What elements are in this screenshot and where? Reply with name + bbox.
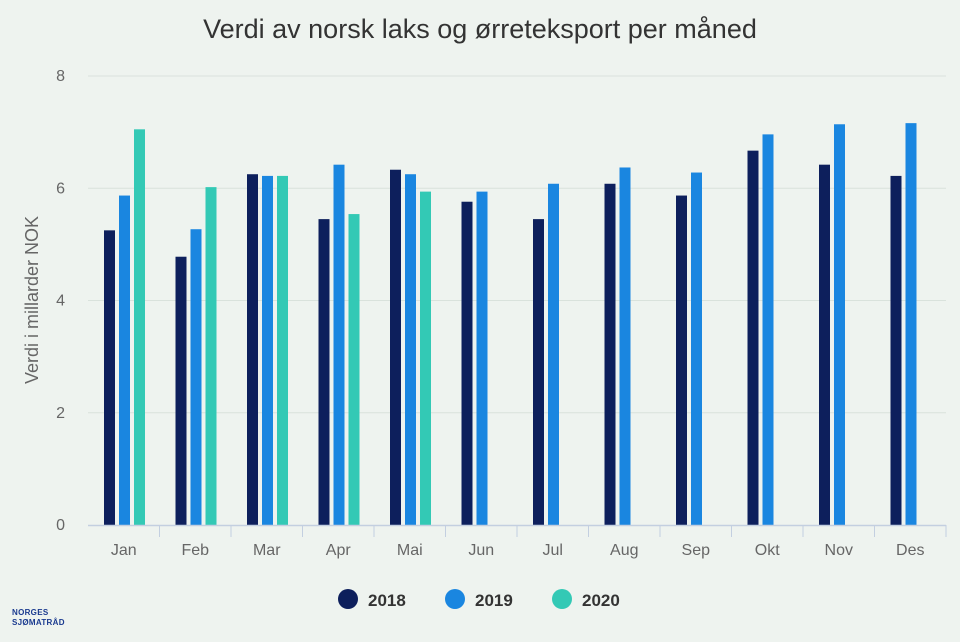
- bar: [390, 169, 401, 525]
- bar: [405, 174, 416, 525]
- bar: [834, 124, 845, 525]
- x-tick-label: Apr: [326, 542, 352, 559]
- chart-title: Verdi av norsk laks og ørreteksport per …: [203, 14, 757, 44]
- bar: [905, 123, 917, 526]
- logo-line-1: NORGES: [12, 608, 49, 617]
- bar: [205, 187, 217, 525]
- bar: [333, 164, 345, 526]
- y-tick-label: 8: [56, 68, 65, 85]
- norges-sjomatrad-logo: NORGES SJØMATRÅD: [12, 608, 65, 628]
- bar: [119, 195, 130, 525]
- x-tick-label: Mar: [253, 542, 281, 559]
- legend-label: 2019: [475, 591, 513, 610]
- legend-swatch: [552, 589, 572, 609]
- bar: [175, 256, 187, 525]
- x-tick-label: Aug: [610, 542, 638, 559]
- x-tick-label: Jun: [468, 542, 494, 559]
- x-tick-label: Des: [896, 542, 924, 559]
- y-tick-label: 4: [56, 293, 65, 310]
- bar: [533, 219, 544, 525]
- x-tick-label: Okt: [755, 542, 780, 559]
- bar: [348, 214, 360, 525]
- legend-swatch: [338, 589, 358, 609]
- x-tick-label: Nov: [825, 542, 853, 559]
- bar: [461, 201, 473, 525]
- bar: [762, 134, 774, 525]
- bar: [619, 167, 631, 525]
- bar: [604, 183, 616, 525]
- bar: [420, 191, 431, 525]
- bar: [318, 219, 330, 525]
- bar: [548, 183, 559, 525]
- bar: [890, 175, 902, 525]
- bar: [476, 191, 488, 525]
- x-axis: Jan Feb Mar Apr Mai Jun Jul Aug Sep Okt Nov Des: [88, 524, 947, 559]
- bar: [277, 175, 288, 525]
- legend-label: 2020: [582, 591, 620, 610]
- bar: [262, 175, 273, 525]
- y-tick-label: 6: [56, 180, 65, 197]
- bar: [104, 230, 115, 525]
- bar: [676, 195, 687, 525]
- x-tick-label: Mai: [397, 542, 423, 559]
- legend-swatch: [445, 589, 465, 609]
- y-tick-label: 0: [56, 517, 65, 534]
- bar: [691, 172, 702, 525]
- logo-line-2: SJØMATRÅD: [12, 618, 65, 627]
- bars: [104, 123, 917, 526]
- x-tick-label: Feb: [181, 542, 209, 559]
- bar: [190, 229, 202, 525]
- y-axis-ticks: 0 2 4 6 8: [56, 68, 65, 534]
- bar: [247, 174, 258, 525]
- legend-label: 2018: [368, 591, 406, 610]
- x-tick-label: Jan: [111, 542, 137, 559]
- x-tick-label: Jul: [543, 542, 563, 559]
- gridlines: [88, 75, 946, 414]
- bar: [819, 164, 830, 526]
- y-tick-label: 2: [56, 405, 65, 422]
- x-tick-label: Sep: [682, 542, 711, 559]
- y-axis-label: Verdi i millarder NOK: [22, 216, 42, 384]
- bar: [747, 150, 759, 526]
- legend: 2018 2019 2020: [338, 589, 620, 610]
- bar: [134, 129, 145, 525]
